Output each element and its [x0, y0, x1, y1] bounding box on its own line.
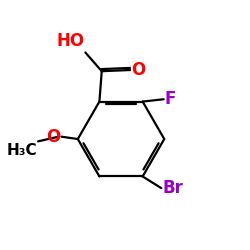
Text: O: O [46, 128, 60, 146]
Text: H₃C: H₃C [6, 142, 37, 158]
Text: O: O [131, 61, 145, 79]
Text: HO: HO [56, 32, 84, 50]
Text: F: F [165, 90, 176, 108]
Text: Br: Br [162, 179, 184, 197]
